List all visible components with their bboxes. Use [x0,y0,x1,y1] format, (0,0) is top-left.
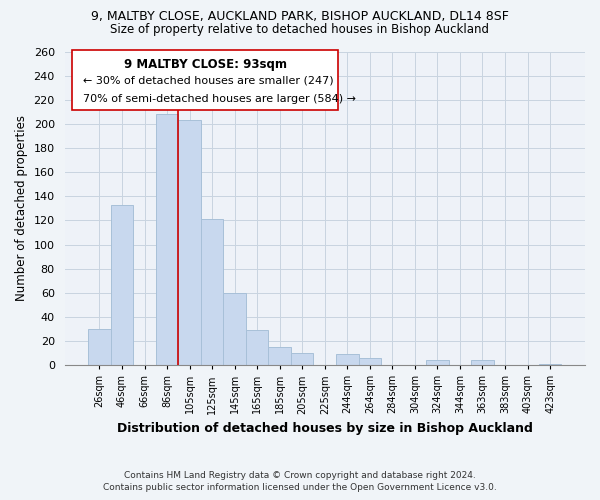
Bar [359,358,381,365]
Bar [88,329,111,365]
Text: 70% of semi-detached houses are larger (584) →: 70% of semi-detached houses are larger (… [83,94,356,104]
Text: Size of property relative to detached houses in Bishop Auckland: Size of property relative to detached ho… [110,22,490,36]
Bar [539,364,562,365]
Bar [471,360,494,365]
Bar [246,330,268,365]
Bar [201,219,223,365]
Text: 9 MALTBY CLOSE: 93sqm: 9 MALTBY CLOSE: 93sqm [124,58,287,71]
Bar [291,353,313,365]
Text: ← 30% of detached houses are smaller (247): ← 30% of detached houses are smaller (24… [83,75,334,85]
Y-axis label: Number of detached properties: Number of detached properties [15,116,28,302]
X-axis label: Distribution of detached houses by size in Bishop Auckland: Distribution of detached houses by size … [117,422,533,435]
Bar [178,120,201,365]
Bar [111,204,133,365]
FancyBboxPatch shape [73,50,338,110]
Bar [268,347,291,365]
Bar [156,114,178,365]
Bar [223,293,246,365]
Text: Contains HM Land Registry data © Crown copyright and database right 2024.: Contains HM Land Registry data © Crown c… [124,471,476,480]
Text: Contains public sector information licensed under the Open Government Licence v3: Contains public sector information licen… [103,484,497,492]
Bar [426,360,449,365]
Text: 9, MALTBY CLOSE, AUCKLAND PARK, BISHOP AUCKLAND, DL14 8SF: 9, MALTBY CLOSE, AUCKLAND PARK, BISHOP A… [91,10,509,23]
Bar [336,354,359,365]
